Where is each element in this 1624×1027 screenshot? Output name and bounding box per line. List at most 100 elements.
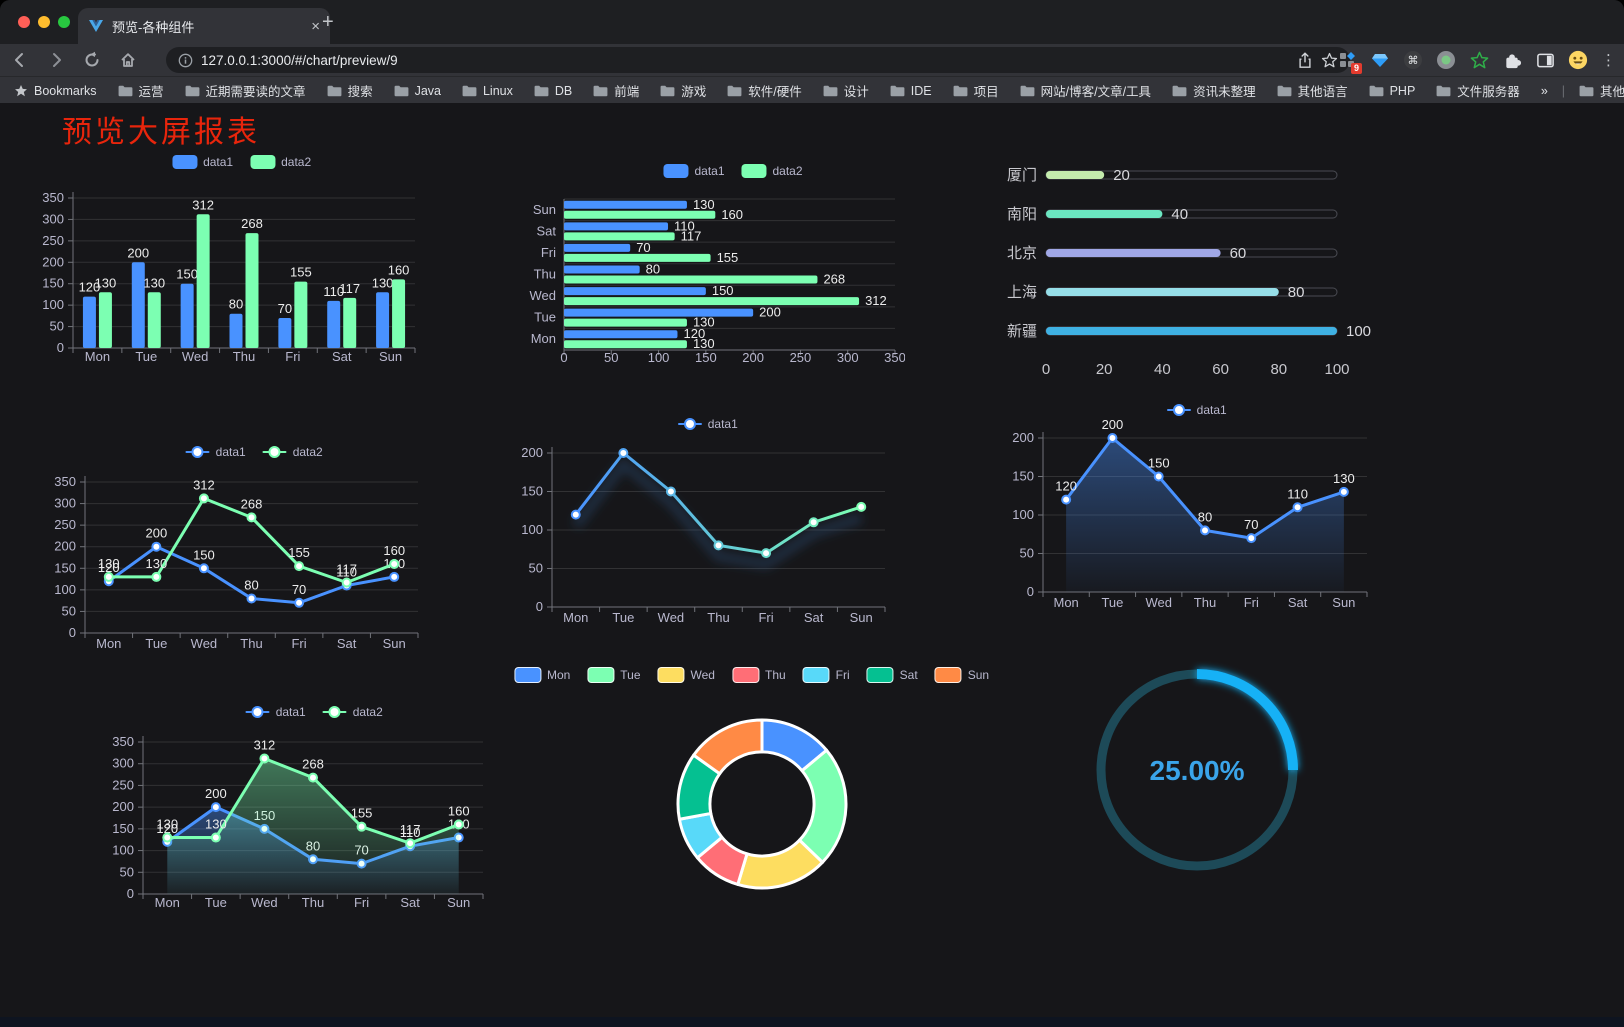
url-text[interactable]: 127.0.0.1:3000/#/chart/preview/9 [201, 52, 398, 68]
legend-item-Sun[interactable]: Sun [934, 667, 989, 683]
donut-slice-Sun[interactable] [692, 718, 764, 776]
bookmark-folder[interactable]: PHP [1369, 81, 1415, 100]
back-icon[interactable] [10, 50, 30, 70]
minimize-window-button[interactable] [38, 16, 50, 28]
svg-text:200: 200 [742, 350, 764, 365]
reload-icon[interactable] [82, 50, 102, 70]
other-bookmarks-folder[interactable]: 其他书签 [1579, 81, 1624, 100]
svg-text:Sun: Sun [383, 636, 406, 651]
legend-item-Fri[interactable]: Fri [802, 667, 850, 683]
bookmark-folder[interactable]: 搜索 [327, 81, 373, 100]
share-icon[interactable] [1297, 51, 1313, 69]
svg-text:117: 117 [400, 822, 421, 837]
svg-text:Sat: Sat [804, 610, 824, 625]
svg-text:130: 130 [146, 556, 168, 571]
svg-text:80: 80 [244, 577, 258, 592]
bookmark-folder[interactable]: 网站/博客/文章/工具 [1020, 81, 1151, 100]
legend-label: Fri [835, 668, 850, 682]
close-window-button[interactable] [18, 16, 30, 28]
extension-grid-icon[interactable]: 9 [1337, 50, 1362, 74]
home-icon[interactable] [118, 50, 138, 70]
legend-label: data1 [707, 417, 738, 431]
svg-text:300: 300 [42, 211, 64, 226]
legend-item-data1[interactable]: data1 [245, 705, 306, 719]
folder-icon [1369, 85, 1384, 96]
svg-text:200: 200 [759, 305, 781, 320]
bookmark-folder[interactable]: Java [394, 81, 441, 100]
address-bar[interactable]: 127.0.0.1:3000/#/chart/preview/9 [166, 47, 1350, 73]
extension-command-icon[interactable]: ⌘ [1403, 50, 1423, 70]
extension-record-icon[interactable] [1436, 50, 1456, 70]
svg-text:Wed: Wed [182, 349, 209, 364]
bookmark-folder[interactable]: 前端 [593, 81, 639, 100]
legend-item-data2[interactable]: data2 [262, 445, 323, 459]
bookmark-folder[interactable]: 运营 [118, 81, 164, 100]
legend-item-Sat[interactable]: Sat [866, 667, 918, 683]
svg-text:130: 130 [156, 817, 178, 832]
bookmark-folder[interactable]: 文件服务器 [1436, 81, 1520, 100]
svg-text:150: 150 [1148, 456, 1170, 471]
bookmark-folder[interactable]: 软件/硬件 [727, 81, 802, 100]
legend-item-data1[interactable]: data1 [172, 155, 233, 169]
bookmarks-overflow-chevron[interactable]: » [1540, 83, 1548, 98]
legend-swatch [245, 706, 270, 718]
legend-item-data1[interactable]: data1 [663, 164, 725, 178]
browser-tab[interactable]: 预览-各种组件 × [78, 8, 330, 44]
svg-text:Thu: Thu [707, 610, 729, 625]
bookmark-folder[interactable]: 项目 [953, 81, 999, 100]
svg-text:120: 120 [98, 560, 120, 575]
legend-swatch [802, 667, 830, 683]
svg-text:110: 110 [400, 825, 421, 840]
legend-item-Mon[interactable]: Mon [513, 667, 570, 683]
bookmark-folder[interactable]: 近期需要读的文章 [185, 81, 306, 100]
svg-text:268: 268 [241, 496, 263, 511]
bookmark-folder[interactable]: 游戏 [660, 81, 706, 100]
legend-item-data1[interactable]: data1 [677, 417, 738, 431]
side-panel-icon[interactable] [1535, 50, 1555, 70]
svg-text:Mon: Mon [563, 610, 588, 625]
bookmark-folder[interactable]: IDE [890, 81, 932, 100]
svg-text:350: 350 [884, 350, 905, 365]
profile-avatar[interactable] [1568, 50, 1588, 70]
legend-item-data2[interactable]: data2 [741, 164, 803, 178]
svg-text:150: 150 [695, 350, 717, 365]
chart-legend: data1 data2 [245, 705, 383, 719]
extension-green-star-icon[interactable] [1469, 50, 1489, 70]
legend-item-data2[interactable]: data2 [250, 155, 311, 169]
bookmark-folder-label: 运营 [138, 85, 164, 99]
new-tab-button[interactable]: + [322, 11, 334, 33]
browser-menu-icon[interactable]: ⋮ [1601, 52, 1616, 69]
bookmarks-root[interactable]: Bookmarks [14, 84, 97, 98]
svg-text:60: 60 [1230, 245, 1247, 262]
legend-item-Tue[interactable]: Tue [587, 667, 641, 683]
extension-gem-icon[interactable] [1370, 50, 1390, 70]
bookmark-folder[interactable]: 设计 [823, 81, 869, 100]
grouped-bar-chart: 0 50 100 150 200 250 300 350 Mon Tue Wed Thu Fri Sat S… [40, 150, 460, 372]
maximize-window-button[interactable] [58, 16, 70, 28]
svg-text:120: 120 [1055, 479, 1077, 494]
legend-item-data1[interactable]: data1 [185, 445, 246, 459]
gradient-line-chart-canvas: 0 50 100 150 200 Mon Tue Wed Thu Fri Sat Sun [521, 445, 886, 625]
legend-item-data1[interactable]: data1 [1166, 403, 1227, 417]
extensions-puzzle-icon[interactable] [1502, 50, 1522, 70]
bookmark-folder[interactable]: DB [534, 81, 572, 100]
tab-close-icon[interactable]: × [311, 17, 320, 35]
bookmark-folder[interactable]: Linux [462, 81, 513, 100]
bookmark-star-icon[interactable] [1321, 52, 1338, 69]
site-info-icon[interactable] [178, 53, 193, 68]
svg-text:Wed: Wed [530, 288, 557, 303]
bookmark-folder[interactable]: 其他语言 [1277, 81, 1348, 100]
svg-text:110: 110 [674, 218, 695, 233]
svg-text:117: 117 [681, 228, 702, 243]
legend-item-Thu[interactable]: Thu [731, 667, 786, 683]
legend-item-data2[interactable]: data2 [322, 705, 383, 719]
svg-text:0: 0 [1027, 584, 1034, 599]
svg-text:312: 312 [865, 293, 887, 308]
legend-label: data1 [694, 164, 725, 178]
svg-text:312: 312 [254, 738, 276, 753]
svg-text:130: 130 [372, 275, 394, 290]
forward-icon[interactable] [46, 50, 66, 70]
bookmark-folder[interactable]: 资讯未整理 [1172, 81, 1256, 100]
legend-item-Wed[interactable]: Wed [657, 667, 715, 683]
extension-badge: 9 [1350, 63, 1362, 74]
